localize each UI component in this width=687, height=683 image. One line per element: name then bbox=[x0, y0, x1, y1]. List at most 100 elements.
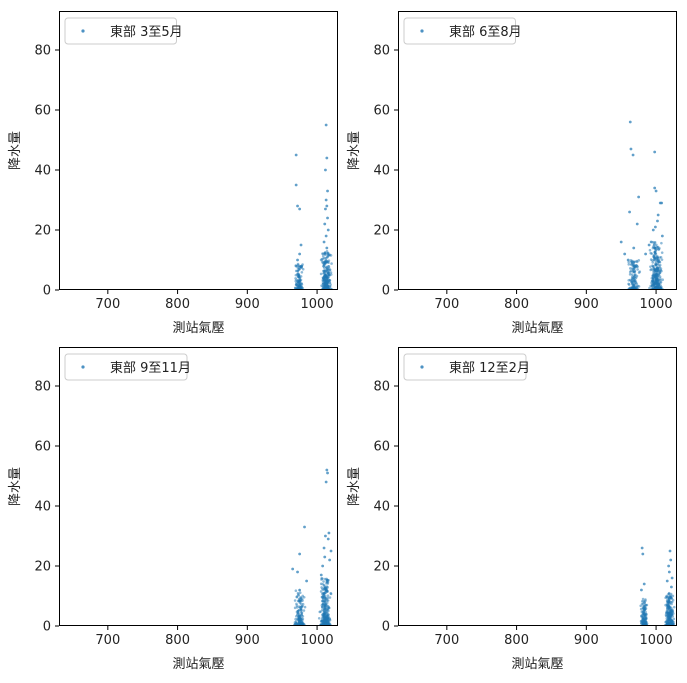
data-point bbox=[644, 599, 647, 603]
x-tick-label: 900 bbox=[235, 633, 260, 648]
data-point bbox=[321, 603, 325, 606]
data-point bbox=[324, 617, 328, 620]
data-point bbox=[303, 605, 307, 609]
data-point bbox=[326, 285, 330, 289]
data-point bbox=[665, 579, 669, 583]
data-point bbox=[298, 588, 301, 592]
data-point bbox=[300, 612, 303, 616]
y-tick-label: 60 bbox=[373, 440, 390, 455]
data-point bbox=[636, 268, 639, 271]
data-point bbox=[619, 240, 623, 244]
data-point bbox=[325, 265, 328, 269]
x-tick-label: 800 bbox=[165, 297, 190, 312]
data-point bbox=[665, 610, 669, 613]
data-point bbox=[296, 269, 300, 273]
data-point bbox=[325, 204, 329, 208]
data-point bbox=[640, 614, 643, 618]
legend-marker bbox=[420, 29, 424, 33]
data-point bbox=[653, 250, 657, 254]
data-point bbox=[298, 277, 302, 281]
data-point bbox=[656, 219, 659, 223]
data-point bbox=[294, 277, 297, 280]
data-point bbox=[300, 271, 304, 274]
data-point bbox=[295, 604, 299, 607]
data-point bbox=[296, 609, 300, 613]
data-point bbox=[640, 588, 643, 592]
x-tick-label: 700 bbox=[434, 633, 459, 648]
data-point bbox=[327, 272, 330, 275]
data-point bbox=[653, 275, 657, 279]
data-point bbox=[660, 251, 664, 254]
data-point bbox=[631, 277, 634, 281]
data-point bbox=[660, 241, 663, 245]
data-point bbox=[669, 592, 673, 596]
data-point bbox=[630, 273, 634, 276]
x-axis-label: 測站氣壓 bbox=[172, 657, 224, 672]
data-point bbox=[640, 546, 644, 550]
data-point bbox=[320, 258, 324, 261]
data-point bbox=[297, 594, 301, 597]
data-point bbox=[641, 552, 645, 556]
data-point bbox=[654, 282, 658, 286]
data-point bbox=[323, 595, 327, 598]
data-point bbox=[652, 245, 655, 249]
data-point bbox=[635, 222, 639, 226]
data-point bbox=[325, 156, 329, 160]
data-point bbox=[296, 591, 300, 595]
data-point bbox=[657, 247, 660, 251]
data-point bbox=[322, 275, 326, 278]
data-point bbox=[626, 258, 630, 262]
data-point bbox=[321, 564, 325, 568]
data-point bbox=[326, 620, 330, 623]
data-point bbox=[642, 602, 645, 605]
data-point bbox=[671, 620, 674, 623]
data-point bbox=[654, 263, 658, 266]
data-point bbox=[326, 615, 330, 619]
y-tick-label: 80 bbox=[373, 380, 390, 395]
x-tick-label: 900 bbox=[235, 297, 260, 312]
data-point bbox=[324, 591, 327, 595]
plot-area bbox=[59, 347, 338, 626]
y-tick-label: 0 bbox=[382, 284, 390, 299]
data-point bbox=[299, 243, 303, 247]
data-point bbox=[660, 234, 664, 238]
data-point bbox=[667, 613, 671, 616]
legend-label: 東部 6至8月 bbox=[449, 24, 522, 40]
chart-panel-4: 700 800 900 1000 0 20 40 60 80 測站氣壓 降水量 東部 12至2月 bbox=[347, 347, 677, 672]
data-point bbox=[628, 287, 631, 290]
data-point bbox=[301, 602, 305, 606]
data-point bbox=[658, 260, 662, 264]
plot-area bbox=[398, 347, 677, 626]
data-point bbox=[322, 580, 325, 583]
data-point bbox=[328, 281, 332, 285]
data-point bbox=[324, 234, 328, 238]
data-point bbox=[303, 525, 306, 529]
plot-area bbox=[59, 11, 338, 290]
data-point bbox=[654, 189, 658, 193]
data-point bbox=[641, 620, 645, 624]
data-point bbox=[323, 585, 326, 588]
data-point bbox=[647, 243, 651, 247]
data-point bbox=[302, 609, 306, 612]
y-tick-label: 80 bbox=[373, 44, 390, 59]
data-point bbox=[324, 534, 327, 538]
data-point bbox=[659, 255, 663, 259]
data-point bbox=[658, 271, 662, 274]
data-point bbox=[652, 283, 656, 286]
data-point bbox=[645, 603, 649, 607]
data-point bbox=[298, 618, 302, 621]
axes-frame bbox=[59, 347, 338, 626]
data-point bbox=[294, 589, 298, 593]
data-point bbox=[648, 248, 652, 252]
data-point bbox=[298, 279, 302, 283]
data-point bbox=[319, 573, 323, 577]
x-axis-label: 測站氣壓 bbox=[511, 321, 563, 336]
legend-box bbox=[64, 353, 188, 381]
data-point bbox=[301, 614, 305, 618]
data-point bbox=[291, 567, 295, 571]
data-point bbox=[653, 240, 657, 244]
data-point bbox=[654, 269, 658, 273]
data-point bbox=[301, 286, 305, 290]
data-point bbox=[305, 579, 309, 583]
